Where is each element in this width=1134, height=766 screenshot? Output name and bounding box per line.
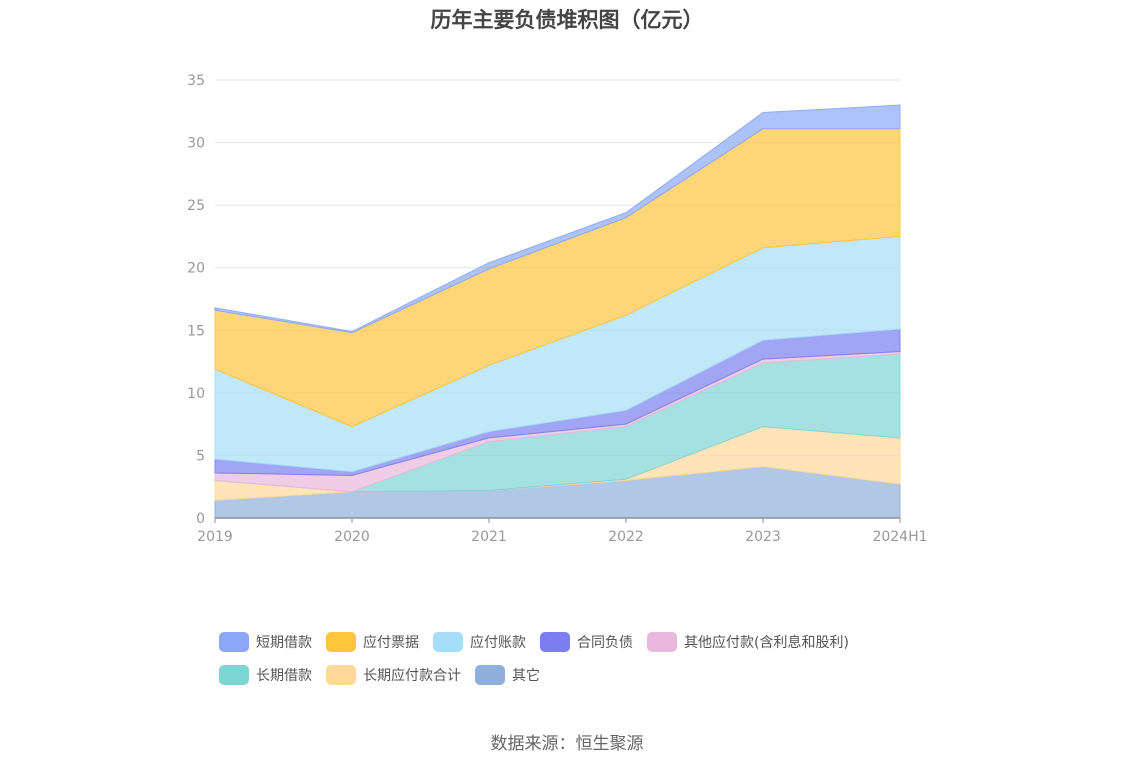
legend-swatch [475,665,505,685]
x-tick-label: 2019 [197,529,233,545]
x-tick-label: 2020 [334,529,370,545]
area-series-短期借款 [214,104,901,334]
legend-swatch [219,632,249,652]
area-series-group [214,104,901,519]
legend-item[interactable]: 应付票据 [326,632,419,652]
legend-item[interactable]: 长期应付款合计 [326,665,461,685]
legend-item[interactable]: 合同负债 [540,632,633,652]
y-tick-label: 0 [196,511,205,527]
legend-swatch [433,632,463,652]
legend-swatch [326,632,356,652]
legend-row: 长期借款 长期应付款合计 其它 [219,663,554,687]
legend-label: 其他应付款(含利息和股利) [684,635,849,651]
legend-swatch [647,632,677,652]
legend-swatch [540,632,570,652]
legend-swatch [219,665,249,685]
axes: 0 5 10 15 20 25 30 35 2019 2020 2021 2022 2023 2024H1 [187,73,927,545]
y-tick-label: 15 [187,323,205,339]
legend-item[interactable]: 长期借款 [219,665,312,685]
legend-item[interactable]: 短期借款 [219,632,312,652]
legend-item[interactable]: 其他应付款(含利息和股利) [647,632,849,652]
legend-item[interactable]: 其它 [475,665,540,685]
legend-row: 短期借款 应付票据 应付账款 合同负债 其他应付款(含利息和股利) [219,630,863,654]
data-source: 数据来源：恒生聚源 [490,734,644,754]
legend-item[interactable]: 应付账款 [433,632,526,652]
legend-label: 长期借款 [256,668,312,684]
y-tick-label: 10 [187,386,205,402]
legend-label: 合同负债 [577,635,633,651]
x-tick-label: 2021 [471,529,507,545]
y-tick-label: 20 [187,261,205,277]
y-tick-label: 30 [187,136,205,152]
x-tick-label: 2023 [745,529,781,545]
chart-title: 历年主要负债堆积图（亿元） [430,8,704,32]
y-tick-label: 25 [187,198,205,214]
stacked-area-chart: 0 5 10 15 20 25 30 35 2019 2020 2021 2022 2023 2024H1 [187,73,927,545]
x-tick-label: 2024H1 [872,529,927,545]
legend-swatch [326,665,356,685]
legend-label: 长期应付款合计 [363,668,461,684]
legend-label: 应付票据 [363,635,419,651]
legend-label: 其它 [512,668,540,684]
y-tick-label: 5 [196,448,205,464]
legend-label: 短期借款 [256,635,312,651]
x-tick-label: 2022 [608,529,644,545]
legend-label: 应付账款 [470,635,526,651]
y-tick-label: 35 [187,73,205,89]
